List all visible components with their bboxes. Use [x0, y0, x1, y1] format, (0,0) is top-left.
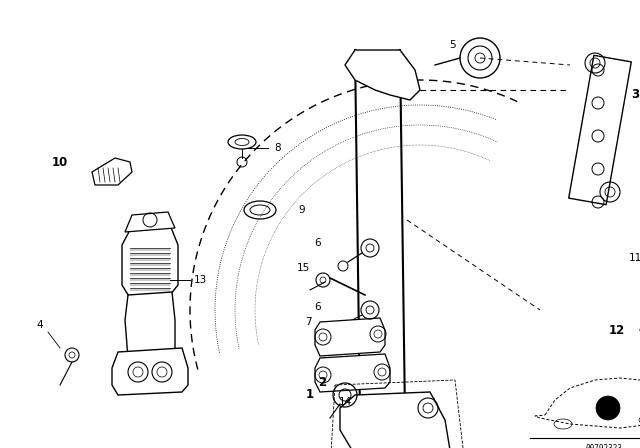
Text: 2: 2 [318, 375, 326, 388]
Text: 13: 13 [193, 275, 207, 285]
Text: 4: 4 [36, 320, 44, 330]
Text: 12: 12 [609, 323, 625, 336]
Polygon shape [569, 55, 631, 205]
Text: 1: 1 [306, 388, 314, 401]
Polygon shape [122, 225, 178, 298]
Text: 5: 5 [450, 40, 456, 50]
Text: 3: 3 [631, 89, 639, 102]
Text: 9: 9 [299, 205, 305, 215]
Text: 14: 14 [339, 397, 351, 407]
Polygon shape [92, 158, 132, 185]
Polygon shape [125, 212, 175, 232]
Polygon shape [315, 354, 390, 392]
Polygon shape [125, 292, 175, 358]
Polygon shape [340, 392, 450, 448]
Text: 00792323: 00792323 [586, 444, 623, 448]
Polygon shape [112, 348, 188, 395]
Text: 8: 8 [275, 143, 282, 153]
Text: 10: 10 [52, 155, 68, 168]
Text: 11: 11 [628, 253, 640, 263]
Polygon shape [315, 318, 385, 356]
Circle shape [596, 396, 620, 420]
Text: 6: 6 [315, 238, 321, 248]
Text: 6: 6 [315, 302, 321, 312]
Text: 15: 15 [297, 263, 310, 273]
Polygon shape [345, 50, 420, 100]
Text: 7: 7 [305, 317, 311, 327]
